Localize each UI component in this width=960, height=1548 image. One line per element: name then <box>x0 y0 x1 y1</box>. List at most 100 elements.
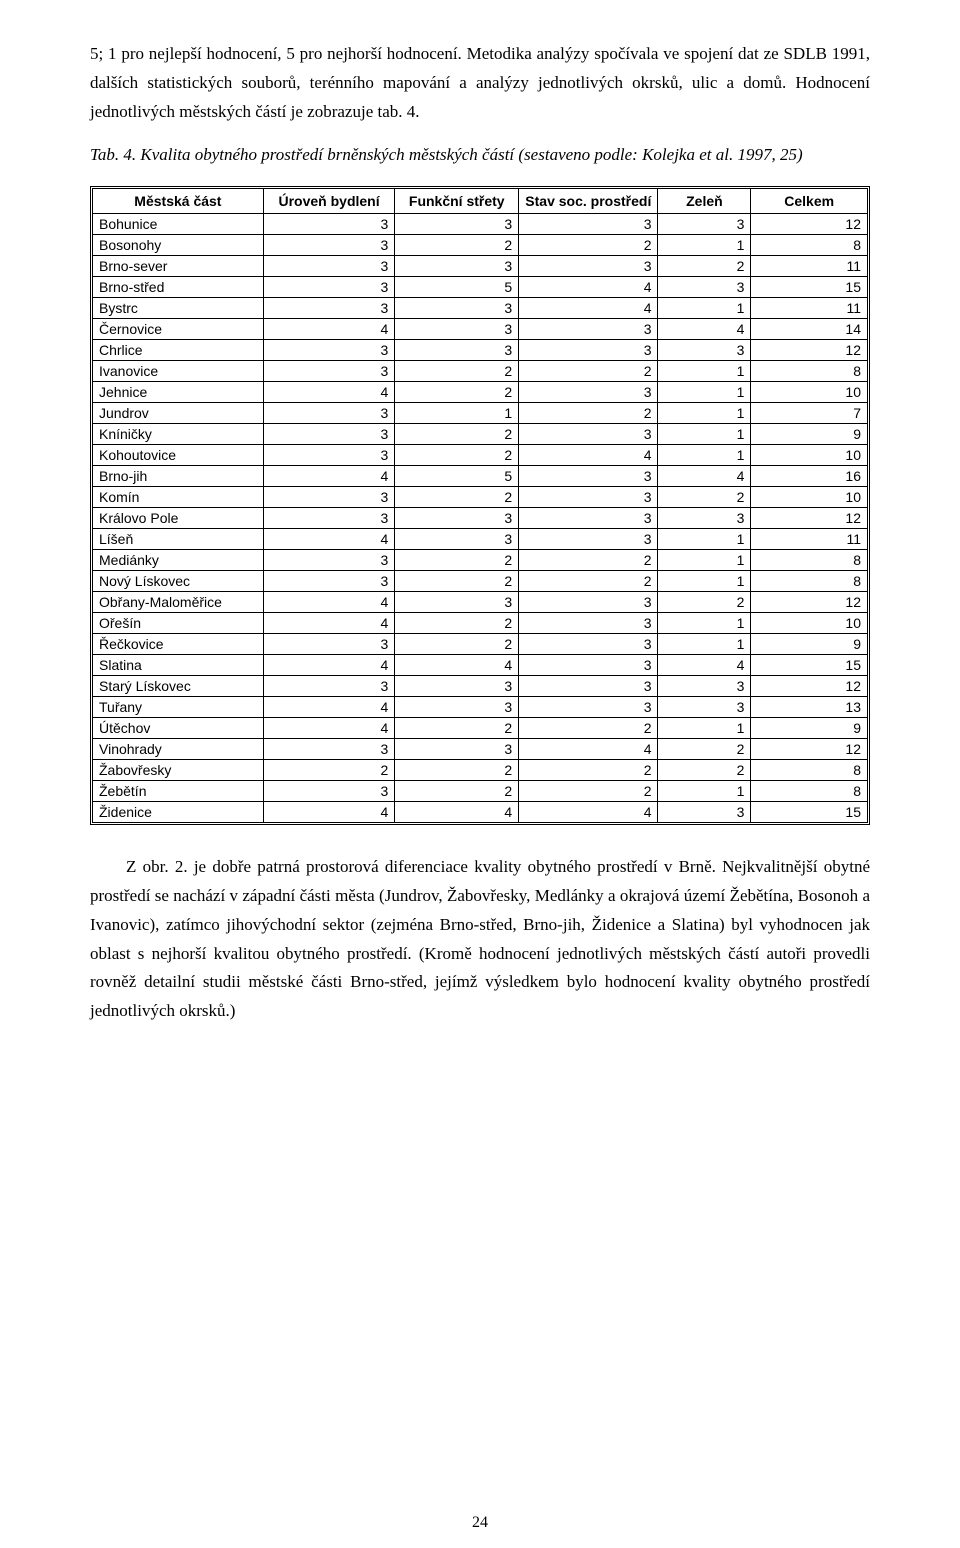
cell-value: 2 <box>519 570 658 591</box>
cell-value: 4 <box>395 801 519 822</box>
table-head: Městská část Úroveň bydlení Funkční stře… <box>93 189 867 214</box>
cell-value: 2 <box>395 444 519 465</box>
col-header-celkem: Celkem <box>751 189 867 214</box>
table-row: Žabovřesky22228 <box>93 759 867 780</box>
cell-value: 8 <box>751 360 867 381</box>
cell-value: 4 <box>519 297 658 318</box>
cell-value: 4 <box>519 738 658 759</box>
cell-value: 1 <box>658 633 751 654</box>
cell-name: Vinohrady <box>93 738 263 759</box>
cell-value: 2 <box>395 612 519 633</box>
table-outer-border: Městská část Úroveň bydlení Funkční stře… <box>90 186 870 825</box>
table-row: Ořešín423110 <box>93 612 867 633</box>
cell-value: 3 <box>263 780 395 801</box>
cell-value: 2 <box>395 423 519 444</box>
cell-value: 10 <box>751 612 867 633</box>
cell-value: 4 <box>658 654 751 675</box>
cell-value: 8 <box>751 234 867 255</box>
cell-value: 3 <box>519 255 658 276</box>
cell-value: 3 <box>519 507 658 528</box>
cell-value: 3 <box>263 633 395 654</box>
quality-table: Městská část Úroveň bydlení Funkční stře… <box>93 189 867 822</box>
cell-value: 1 <box>658 444 751 465</box>
table-row: Královo Pole333312 <box>93 507 867 528</box>
cell-value: 15 <box>751 801 867 822</box>
cell-value: 2 <box>519 759 658 780</box>
cell-value: 1 <box>658 381 751 402</box>
cell-name: Žebětín <box>93 780 263 801</box>
cell-value: 1 <box>658 360 751 381</box>
cell-value: 11 <box>751 297 867 318</box>
col-header-name: Městská část <box>93 189 263 214</box>
cell-value: 2 <box>658 738 751 759</box>
cell-value: 4 <box>263 591 395 612</box>
cell-value: 3 <box>519 423 658 444</box>
cell-name: Brno-sever <box>93 255 263 276</box>
cell-value: 3 <box>395 255 519 276</box>
cell-value: 3 <box>658 696 751 717</box>
cell-name: Starý Lískovec <box>93 675 263 696</box>
cell-name: Královo Pole <box>93 507 263 528</box>
cell-name: Obřany-Maloměřice <box>93 591 263 612</box>
cell-value: 4 <box>658 318 751 339</box>
cell-value: 1 <box>658 717 751 738</box>
cell-value: 4 <box>519 276 658 297</box>
cell-value: 1 <box>658 549 751 570</box>
cell-value: 3 <box>263 339 395 360</box>
col-header-strety: Funkční střety <box>395 189 519 214</box>
cell-value: 4 <box>263 696 395 717</box>
cell-name: Ivanovice <box>93 360 263 381</box>
cell-value: 3 <box>263 255 395 276</box>
cell-value: 3 <box>395 738 519 759</box>
cell-value: 1 <box>658 780 751 801</box>
cell-value: 1 <box>658 297 751 318</box>
cell-value: 3 <box>395 591 519 612</box>
cell-value: 1 <box>658 423 751 444</box>
table-row: Jehnice423110 <box>93 381 867 402</box>
table-row: Brno-jih453416 <box>93 465 867 486</box>
cell-value: 3 <box>395 297 519 318</box>
cell-value: 2 <box>519 234 658 255</box>
cell-value: 3 <box>395 675 519 696</box>
table-row: Bystrc334111 <box>93 297 867 318</box>
cell-value: 3 <box>519 465 658 486</box>
cell-value: 3 <box>519 675 658 696</box>
table-row: Žebětín32218 <box>93 780 867 801</box>
cell-value: 1 <box>658 402 751 423</box>
cell-value: 3 <box>263 234 395 255</box>
cell-value: 3 <box>263 444 395 465</box>
cell-value: 4 <box>263 528 395 549</box>
table-row: Komín323210 <box>93 486 867 507</box>
cell-name: Tuřany <box>93 696 263 717</box>
col-header-zelen: Zeleň <box>658 189 751 214</box>
cell-value: 2 <box>395 360 519 381</box>
cell-name: Chrlice <box>93 339 263 360</box>
cell-value: 3 <box>395 507 519 528</box>
cell-value: 3 <box>658 276 751 297</box>
cell-name: Brno-jih <box>93 465 263 486</box>
cell-value: 2 <box>395 759 519 780</box>
cell-value: 3 <box>263 423 395 444</box>
cell-value: 3 <box>658 801 751 822</box>
cell-value: 10 <box>751 381 867 402</box>
cell-value: 2 <box>395 234 519 255</box>
cell-value: 2 <box>395 717 519 738</box>
cell-value: 12 <box>751 738 867 759</box>
cell-value: 4 <box>658 465 751 486</box>
cell-value: 1 <box>658 612 751 633</box>
cell-value: 3 <box>263 402 395 423</box>
cell-value: 3 <box>263 738 395 759</box>
cell-name: Ořešín <box>93 612 263 633</box>
cell-value: 4 <box>519 801 658 822</box>
cell-value: 13 <box>751 696 867 717</box>
cell-value: 14 <box>751 318 867 339</box>
cell-value: 9 <box>751 633 867 654</box>
cell-name: Bohunice <box>93 213 263 234</box>
cell-name: Kohoutovice <box>93 444 263 465</box>
cell-name: Žabovřesky <box>93 759 263 780</box>
cell-value: 5 <box>395 276 519 297</box>
cell-value: 15 <box>751 276 867 297</box>
cell-value: 3 <box>519 381 658 402</box>
cell-value: 3 <box>263 486 395 507</box>
outro-paragraph: Z obr. 2. je dobře patrná prostorová dif… <box>90 853 870 1026</box>
